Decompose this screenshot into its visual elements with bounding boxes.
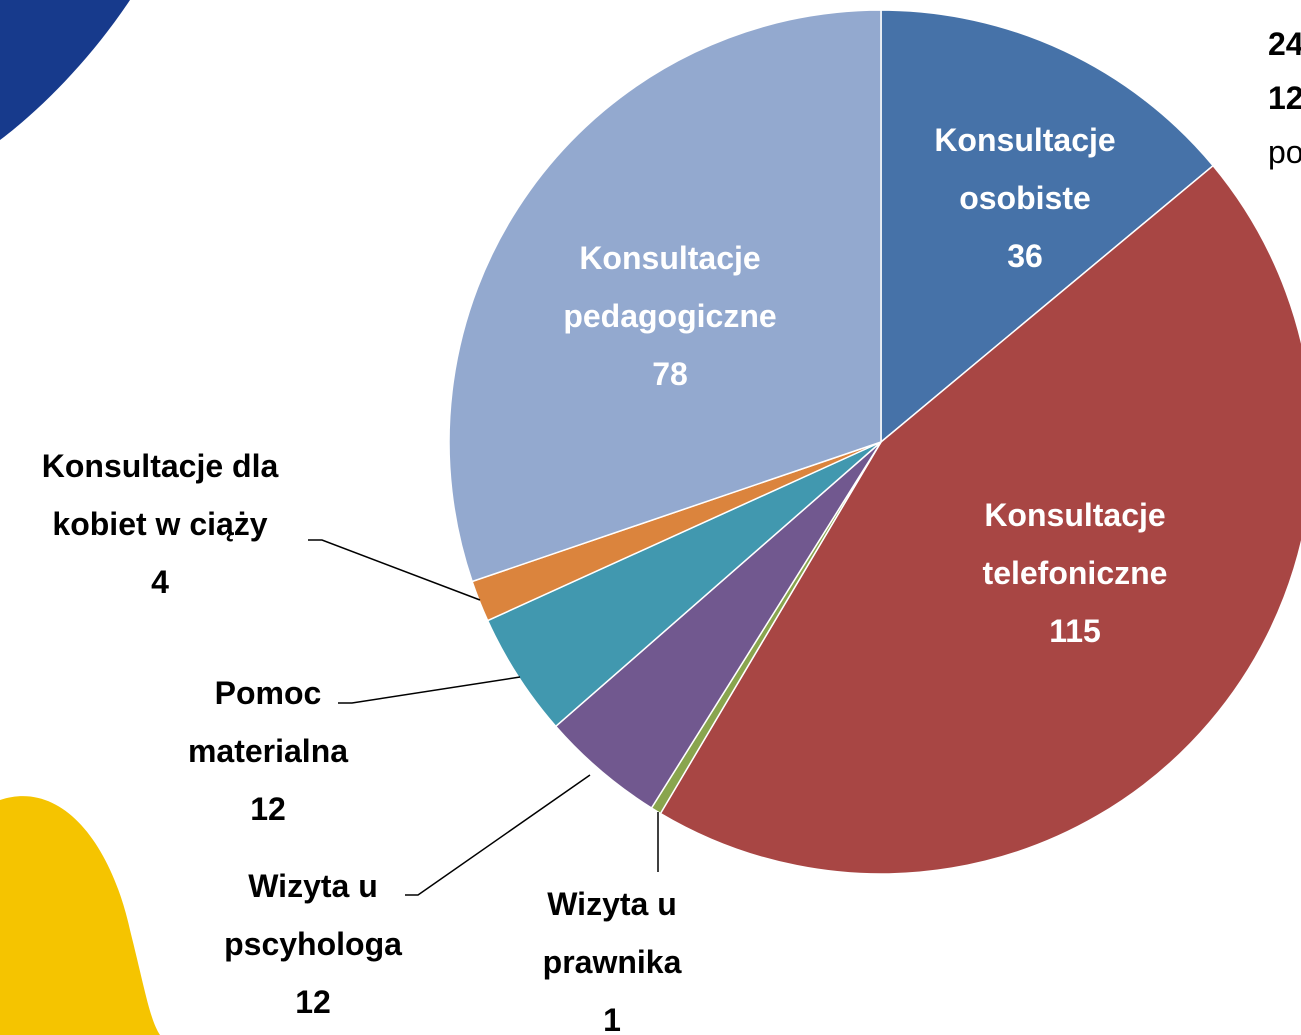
- category-label: Konsultacje pedagogiczne: [563, 240, 777, 334]
- pie: [448, 9, 1301, 875]
- value-label: 115: [1049, 613, 1101, 649]
- value-label: 36: [1007, 238, 1043, 274]
- leaders: [308, 539, 659, 896]
- value-label: 12: [250, 791, 286, 827]
- category-label: Wizyta u prawnika: [542, 886, 682, 980]
- decor-blob: [0, 0, 130, 140]
- slice-label: Pomoc materialna 12: [173, 664, 363, 838]
- pie-slice: [659, 164, 1301, 875]
- annotation: 24: [1268, 26, 1301, 62]
- value-label: 12: [295, 984, 331, 1020]
- value-label: 78: [652, 356, 688, 392]
- category-label: Wizyta u pscyhologa: [224, 868, 402, 962]
- value-label: 4: [151, 564, 169, 600]
- leader-line: [308, 539, 481, 601]
- slice-label: Konsultacje pedagogiczne 78: [525, 229, 815, 403]
- category-label: Konsultacje telefoniczne: [982, 497, 1168, 591]
- slice-label: Konsultacje dla kobiet w ciąży 4: [5, 437, 315, 611]
- annotation: po: [1268, 134, 1301, 170]
- annotation: 12: [1268, 80, 1301, 116]
- slice-label: Wizyta u prawnika 1: [512, 875, 712, 1035]
- pie-slice: [448, 9, 882, 583]
- decor-blob: [0, 796, 160, 1035]
- category-label: Konsultacje osobiste: [934, 122, 1116, 216]
- slice-label: Wizyta u pscyhologa 12: [193, 857, 433, 1031]
- slice-label: Konsultacje osobiste 36: [900, 111, 1150, 285]
- category-label: Pomoc materialna: [187, 675, 349, 769]
- value-label: 1: [603, 1002, 621, 1035]
- leader-line: [338, 676, 521, 704]
- leader-line: [405, 774, 591, 896]
- category-label: Konsultacje dla kobiet w ciąży: [41, 448, 279, 542]
- pie-slice: [880, 9, 1215, 444]
- slice-label: Konsultacje telefoniczne 115: [940, 486, 1210, 660]
